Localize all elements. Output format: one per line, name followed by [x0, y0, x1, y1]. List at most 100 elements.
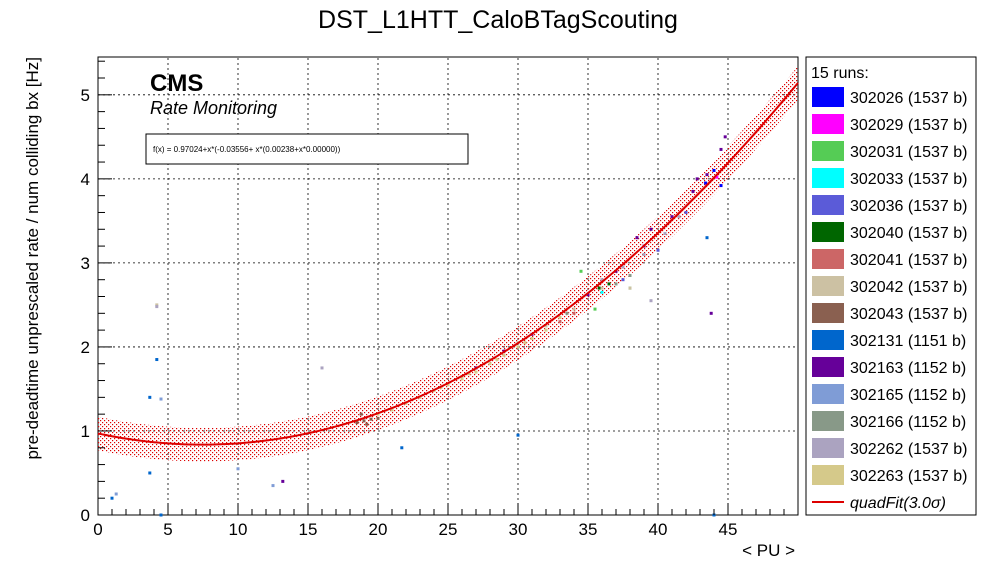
cms-label: CMS — [150, 70, 203, 97]
data-point — [495, 358, 499, 362]
data-point — [362, 419, 366, 423]
data-point — [530, 337, 534, 341]
data-point — [390, 408, 394, 412]
rate-monitoring-label: Rate Monitoring — [150, 98, 277, 118]
legend-entry-label: 302040 (1537 b) — [850, 225, 967, 242]
fit-line — [97, 82, 799, 446]
legend-swatch — [812, 114, 844, 134]
data-point — [320, 366, 324, 370]
data-point — [400, 446, 404, 450]
legend-swatch — [812, 87, 844, 107]
legend-swatch — [812, 384, 844, 404]
data-point — [474, 370, 478, 374]
legend-swatch — [812, 195, 844, 215]
data-point — [544, 324, 548, 328]
legend-entry-label: 302029 (1537 b) — [850, 117, 967, 134]
fit-formula: f(x) = 0.97024+x*(-0.03556+ x*(0.00238+x… — [153, 145, 341, 154]
legend-swatch — [812, 465, 844, 485]
data-point — [586, 293, 590, 297]
data-point — [715, 175, 719, 179]
legend-swatch — [812, 411, 844, 431]
legend-entry-label: 302263 (1537 b) — [850, 468, 967, 485]
data-point — [649, 227, 653, 231]
data-point — [460, 377, 464, 381]
legend-swatch — [812, 168, 844, 188]
data-point — [600, 286, 604, 290]
data-point — [502, 353, 506, 357]
data-point — [709, 311, 713, 315]
data-point — [148, 395, 152, 399]
data-point — [649, 299, 653, 303]
fit-curve — [97, 82, 799, 446]
legend-entry-label: 302036 (1537 b) — [850, 198, 967, 215]
data-point — [572, 307, 576, 311]
x-tick-label: 30 — [509, 520, 528, 539]
formula-box — [145, 133, 469, 165]
data-point — [600, 290, 604, 294]
data-point — [677, 215, 681, 219]
y-tick-label: 5 — [81, 86, 90, 105]
legend-entry-label: 302163 (1152 b) — [850, 360, 966, 377]
data-point — [705, 236, 709, 240]
data-point — [516, 345, 520, 349]
x-tick-label: 35 — [579, 520, 598, 539]
data-point — [642, 252, 646, 256]
legend-entry-label: 302041 (1537 b) — [850, 252, 967, 269]
x-tick-label: 0 — [93, 520, 102, 539]
data-point — [719, 184, 723, 188]
data-point — [236, 467, 240, 471]
data-point — [723, 135, 727, 139]
data-point — [159, 513, 163, 517]
legend-entry-label: 302042 (1537 b) — [850, 279, 967, 296]
data-point — [516, 433, 520, 437]
data-point — [614, 282, 618, 286]
data-point — [705, 173, 709, 177]
data-point — [565, 311, 569, 315]
y-axis-title: pre-deadtime unprescaled rate / num coll… — [23, 57, 42, 460]
data-point — [597, 286, 601, 290]
data-point — [656, 248, 660, 252]
data-point — [712, 168, 716, 172]
data-point — [271, 484, 275, 488]
data-point — [376, 416, 380, 420]
data-point — [155, 303, 159, 307]
y-tick-label: 0 — [81, 506, 90, 525]
legend-entry-label: 302033 (1537 b) — [850, 171, 967, 188]
data-point — [359, 412, 363, 416]
data-point — [600, 278, 604, 282]
data-point — [691, 189, 695, 193]
data-point — [148, 471, 152, 475]
legend: 302026 (1537 b) 302029 (1537 b) 302031 (15… — [812, 87, 967, 512]
legend-swatch — [812, 141, 844, 161]
x-tick-label: 15 — [299, 520, 318, 539]
data-point — [523, 341, 527, 345]
data-point — [593, 307, 597, 311]
data-point — [558, 320, 562, 324]
data-point — [635, 236, 639, 240]
x-tick-label: 10 — [229, 520, 248, 539]
legend-swatch — [812, 330, 844, 350]
data-point — [572, 311, 576, 315]
legend-entry-label: 302131 (1151 b) — [850, 333, 966, 350]
data-point — [365, 422, 369, 426]
data-point — [628, 273, 632, 277]
y-tick-label: 1 — [81, 422, 90, 441]
x-tick-label: 45 — [719, 520, 738, 539]
data-point — [621, 265, 625, 269]
data-point — [558, 316, 562, 320]
data-point — [155, 305, 159, 309]
data-point — [159, 397, 163, 401]
x-tick-label: 20 — [369, 520, 388, 539]
legend-entry-label: 302043 (1537 b) — [850, 306, 967, 323]
legend-swatch — [812, 276, 844, 296]
data-point — [281, 479, 285, 483]
data-point — [155, 358, 159, 362]
data-point — [621, 278, 625, 282]
data-point — [670, 215, 674, 219]
x-tick-label: 25 — [439, 520, 458, 539]
data-point — [114, 492, 118, 496]
legend-entry-label: 302031 (1537 b) — [850, 144, 967, 161]
x-axis-title: < PU > — [742, 541, 795, 560]
